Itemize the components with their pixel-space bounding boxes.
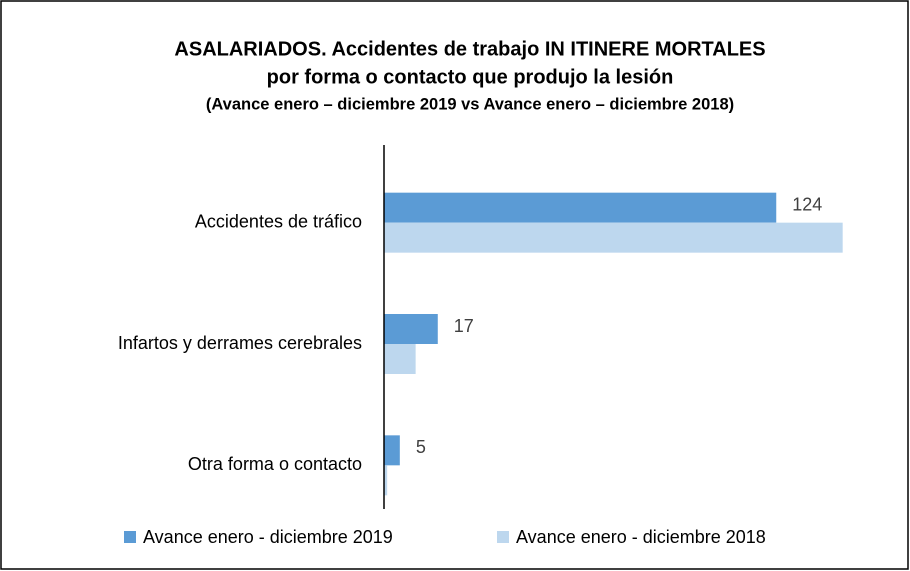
data-label: 5 xyxy=(416,437,426,457)
bar xyxy=(384,344,416,374)
y-tick-label: Accidentes de tráfico xyxy=(195,211,362,231)
bar xyxy=(384,435,400,466)
data-label: 124 xyxy=(792,194,822,214)
legend-label: Avance enero - diciembre 2018 xyxy=(516,527,766,547)
bar xyxy=(384,465,388,496)
legend-swatch xyxy=(497,531,509,543)
y-tick-label: Infartos y derrames cerebrales xyxy=(118,333,362,353)
data-label: 17 xyxy=(454,316,474,336)
chart-title: por forma o contacto que produjo la lesi… xyxy=(267,66,674,88)
bar xyxy=(384,192,777,223)
bar xyxy=(384,222,843,253)
bar xyxy=(384,314,438,344)
legend-label: Avance enero - diciembre 2019 xyxy=(143,527,393,547)
chart-subtitle: (Avance enero – diciembre 2019 vs Avance… xyxy=(206,95,734,113)
chart-title: ASALARIADOS. Accidentes de trabajo IN IT… xyxy=(174,38,765,60)
legend-swatch xyxy=(124,531,136,543)
y-tick-label: Otra forma o contacto xyxy=(188,454,362,474)
